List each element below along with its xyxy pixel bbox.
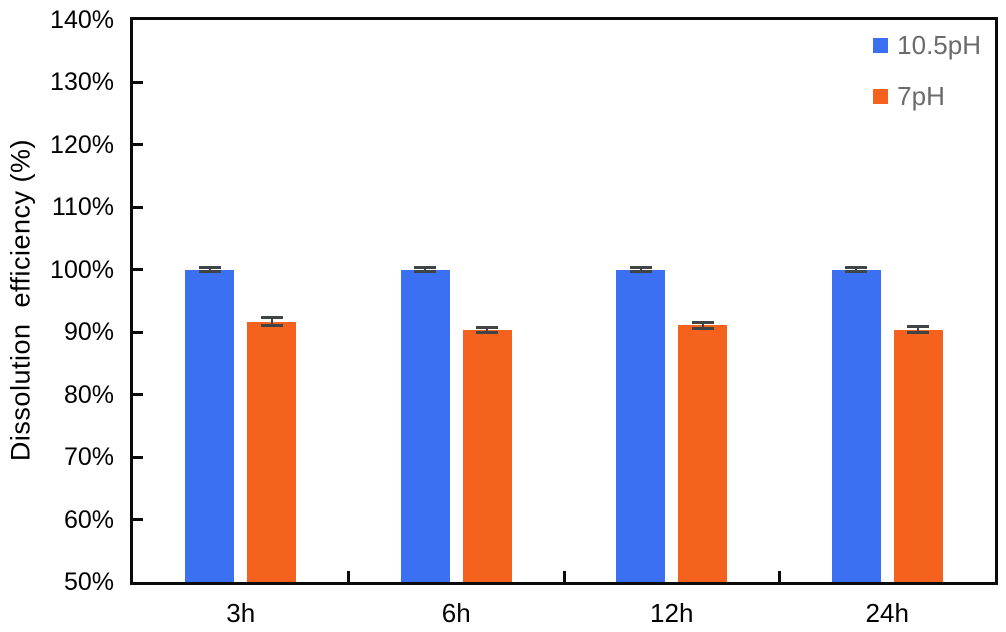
error-bar-cap: [414, 270, 437, 274]
bar-10.5pH-24h: [831, 269, 881, 582]
y-tick-mark: [133, 80, 143, 84]
error-bar: [208, 267, 211, 272]
error-bar-cap: [691, 320, 714, 324]
error-bar-cap: [907, 325, 930, 329]
y-tick-label: 110%: [51, 193, 114, 222]
y-tick-mark: [133, 330, 143, 334]
plot-inner: 10.5pH 7pH: [133, 20, 995, 582]
bar-10.5pH-12h: [616, 269, 666, 582]
error-bar: [917, 326, 920, 333]
y-tick-mark: [133, 143, 143, 147]
y-axis-title: Dissolution efficiency (%): [5, 138, 36, 462]
error-bar-cap: [476, 330, 499, 334]
error-bar: [639, 267, 642, 272]
error-bar-cap: [198, 266, 221, 270]
legend-label: 10.5pH: [897, 30, 981, 60]
y-tick-label: 50%: [63, 568, 114, 596]
bar-7pH-3h: [247, 321, 297, 582]
x-tick-label-6h: 6h: [441, 598, 471, 628]
plot-area: 10.5pH 7pH: [130, 17, 998, 585]
error-bar: [270, 317, 273, 326]
x-tick-mark: [347, 571, 350, 582]
legend-item-7pH: 7pH: [873, 83, 981, 109]
y-tick-label: 100%: [50, 255, 114, 284]
y-tick-mark: [133, 518, 143, 522]
x-tick-label-12h: 12h: [650, 598, 694, 628]
error-bar-cap: [260, 324, 283, 328]
error-bar: [701, 322, 704, 329]
y-tick-mark: [133, 205, 143, 209]
y-tick-label: 90%: [63, 318, 114, 347]
legend: 10.5pH 7pH: [873, 32, 981, 109]
bar-7pH-6h: [462, 329, 512, 582]
y-tick-label: 130%: [50, 68, 114, 97]
legend-swatch-icon: [873, 88, 889, 104]
bar-10.5pH-3h: [185, 269, 235, 582]
error-bar: [486, 327, 489, 333]
error-bar-cap: [629, 266, 652, 270]
x-tick-mark: [778, 571, 781, 582]
legend-label: 7pH: [897, 81, 945, 111]
error-bar: [424, 267, 427, 272]
legend-swatch-icon: [873, 37, 889, 53]
error-bar-cap: [845, 270, 868, 274]
y-tick-label: 120%: [50, 130, 114, 159]
error-bar-cap: [198, 270, 221, 274]
y-tick-label: 60%: [63, 505, 114, 534]
error-bar-cap: [907, 331, 930, 335]
error-bar-cap: [414, 266, 437, 270]
error-bar-cap: [845, 266, 868, 270]
error-bar-cap: [260, 315, 283, 319]
y-tick-label: 140%: [50, 6, 114, 34]
y-tick-mark: [133, 455, 143, 459]
x-tick-label-24h: 24h: [865, 598, 909, 628]
y-tick-label: 80%: [63, 380, 114, 409]
x-tick-label-3h: 3h: [226, 598, 256, 628]
x-tick-mark: [562, 571, 566, 582]
bar-7pH-12h: [678, 325, 728, 582]
error-bar: [855, 267, 858, 272]
bar-10.5pH-6h: [400, 269, 450, 582]
error-bar-cap: [691, 326, 714, 330]
y-tick-mark: [133, 268, 143, 272]
legend-item-10.5pH: 10.5pH: [873, 32, 981, 58]
bar-7pH-24h: [893, 329, 943, 582]
error-bar-cap: [629, 270, 652, 274]
error-bar-cap: [476, 325, 499, 329]
y-tick-mark: [133, 393, 143, 397]
y-tick-label: 70%: [63, 443, 114, 472]
